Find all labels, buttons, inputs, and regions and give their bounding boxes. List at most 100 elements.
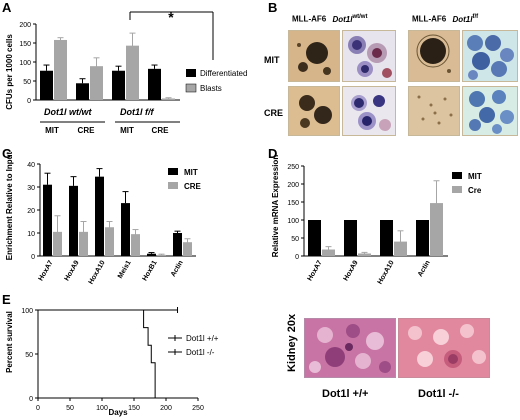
panel-a-bar: [126, 45, 139, 100]
colony-image-wt-cre: [288, 86, 340, 136]
panel-b-header-right: MLL-AF6 Dot1lf/f: [412, 14, 478, 24]
panel-b-header-left-line: MLL-AF6: [292, 14, 327, 24]
panel-a-legend-blasts: Blasts: [200, 84, 222, 93]
panel-c-legend-swatch-cre: [168, 182, 178, 189]
panel-a-bar: [148, 68, 161, 100]
panel-d-bar: [430, 203, 443, 256]
panel-d-category-label: HoxA10: [377, 259, 396, 285]
panel-d-label: D: [268, 146, 278, 161]
panel-b-header-right-gene: Dot1l: [452, 14, 473, 24]
panel-a-chart: * CFUs per 1000 cells 0 50 100 150 200 MIT C…: [5, 9, 247, 135]
kidney-image-ko: [398, 318, 490, 378]
panel-e-x-tick-label: 200: [160, 405, 172, 412]
panel-b-header-left-gene: Dot1l: [332, 14, 353, 24]
panel-c-bar: [147, 253, 156, 256]
panel-c-legend-cre: CRE: [184, 182, 202, 191]
survival-line-ko: [38, 309, 156, 398]
panel-a-y-tick-label: 150: [19, 41, 31, 48]
panel-c-category-label: HoxA7: [38, 259, 55, 282]
panel-c-y-tick-label: 10: [27, 231, 35, 238]
panel-f-caption-ko: Dot1l -/-: [418, 388, 459, 400]
panel-e-y-tick-label: 50: [25, 352, 33, 359]
panel-b-header-right-line: MLL-AF6: [412, 14, 447, 24]
panel-d-ylabel: Relative mRNA Expression: [271, 155, 280, 258]
panel-c-category-label: Actin: [170, 260, 185, 279]
panel-a-bar: [162, 98, 175, 100]
panel-c-y-tick-label: 0: [31, 254, 35, 261]
panel-b-row-mit: MIT: [264, 55, 280, 65]
panel-d-y-tick-label: 250: [287, 164, 299, 171]
cytospin-image-wt-cre: [342, 86, 396, 136]
panel-a-legend-swatch-dark: [186, 69, 196, 77]
panel-a-label: A: [2, 0, 12, 15]
panel-d-bar: [380, 220, 393, 256]
panel-f-caption-wt: Dot1l +/+: [322, 388, 369, 400]
panel-d-chart: Relative mRNA Expression 0 50 100 150 200 250…: [271, 155, 482, 286]
cytospin-image-ff-mit: [462, 30, 518, 82]
panel-c-y-tick-label: 30: [27, 185, 35, 192]
colony-image-ff-mit: [408, 30, 460, 82]
panel-e-x-tick-label: 50: [66, 405, 74, 412]
panel-c-ylabel: Enrichment Relative to Input: [5, 151, 14, 260]
panel-c-legend-mit: MIT: [184, 168, 198, 177]
panel-e-xlabel: Days: [108, 408, 128, 417]
panel-a-bar: [76, 83, 89, 100]
panel-e-ylabel: Percent survival: [5, 311, 14, 373]
panel-a-group-mit-ff: MIT: [120, 126, 134, 135]
panel-a-group-cre-ff: CRE: [152, 126, 170, 135]
panel-d-bar: [322, 249, 335, 256]
panel-b-row-cre: CRE: [264, 108, 284, 118]
panel-c-y-tick-label: 20: [27, 208, 35, 215]
panel-a-bar: [40, 70, 53, 100]
panel-c-legend-swatch-mit: [168, 168, 178, 175]
panel-d-bar: [308, 220, 321, 256]
panel-b-header-right-sup: f/f: [472, 14, 479, 20]
panel-a-group-cre-wt: CRE: [78, 126, 96, 135]
panel-f-side-label-wrap: Kidney 20x: [284, 314, 300, 374]
panel-a-legend-differentiated: Differentiated: [200, 69, 247, 78]
panel-c-chart: Enrichment Relative to Input 0 10 20 30 40 H…: [5, 151, 202, 285]
panel-b-header-left-sup: wt/wt: [352, 14, 368, 20]
panel-a-bar: [54, 39, 67, 100]
panel-a-y-tick-label: 50: [23, 79, 31, 86]
panel-a-y-tick-label: 100: [19, 60, 31, 67]
panel-a-bar: [90, 66, 103, 100]
panel-c-bar: [43, 184, 52, 256]
panel-c-bar: [79, 231, 88, 256]
panel-c-bar: [183, 242, 192, 256]
panel-c-category-label: HoxA9: [64, 259, 81, 282]
panel-d-category-label: HoxA9: [343, 259, 360, 282]
panel-e-chart: Percent survival Days 0 50 100 0 50 100 150 200…: [5, 307, 219, 417]
panel-a-y-tick-label: 0: [27, 98, 31, 105]
panel-d-legend-cre: Cre: [468, 186, 482, 195]
panel-d-bar: [358, 253, 371, 256]
panel-e-x-tick-label: 250: [192, 405, 204, 412]
panel-c-bar: [105, 227, 114, 256]
panel-d-category-label: HoxA7: [307, 259, 324, 282]
panel-d-y-tick-label: 50: [291, 236, 299, 243]
panel-a-ylabel: CFUs per 1000 cells: [5, 34, 14, 110]
panel-c-category-label: HoxB1: [142, 259, 159, 282]
panel-a-group-mit-wt: MIT: [45, 126, 59, 135]
panel-a-legend-swatch-light: [185, 83, 197, 93]
panel-d-y-tick-label: 0: [295, 254, 299, 261]
panel-d-bar: [344, 220, 357, 256]
panel-e-y-tick-label: 100: [21, 308, 33, 315]
panel-d-y-tick-label: 150: [287, 200, 299, 207]
panel-d-bar: [416, 220, 429, 256]
panel-c-category-label: Meis1: [117, 259, 133, 279]
colony-image-wt-mit: [288, 30, 340, 82]
panel-d-category-label: Actin: [417, 260, 432, 279]
panel-c-bar: [131, 234, 140, 256]
panel-d-y-tick-label: 200: [287, 182, 299, 189]
panel-d-y-tick-label: 100: [287, 218, 299, 225]
panel-c-category-label: HoxA10: [88, 259, 107, 285]
panel-e-x-tick-label: 150: [128, 405, 140, 412]
panel-b-header-left: MLL-AF6 Dot1lwt/wt: [292, 14, 367, 24]
panel-e-x-tick-label: 100: [96, 405, 108, 412]
panel-c-y-tick-label: 40: [27, 162, 35, 169]
panel-b-label: B: [268, 0, 278, 15]
panel-e-label: E: [2, 292, 11, 307]
panel-a-bar: [112, 70, 125, 100]
cytospin-image-wt-mit: [342, 30, 396, 82]
